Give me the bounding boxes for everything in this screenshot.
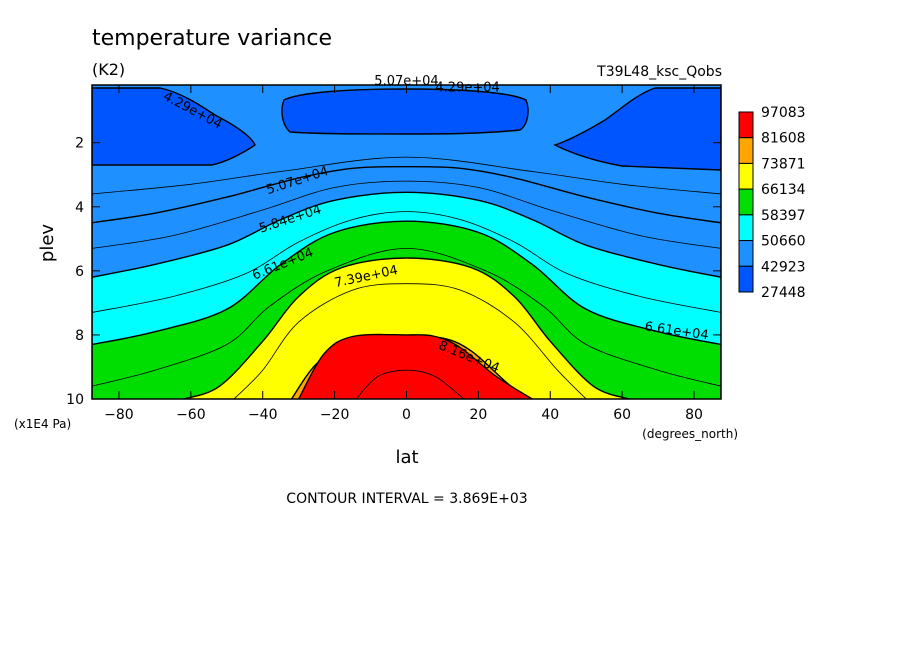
x-tick-label: 80	[685, 407, 703, 423]
y-tick-label: 8	[75, 328, 84, 344]
x-tick-label: 20	[469, 407, 487, 423]
contour-line	[92, 247, 721, 387]
south-polar-minimum	[92, 87, 256, 166]
x-axis-units: (degrees_north)	[642, 427, 738, 441]
x-tick-label: −80	[104, 407, 134, 423]
y-axis-units: (x1E4 Pa)	[14, 417, 71, 431]
contour-label: 4.29e+04	[435, 80, 499, 95]
legend-swatch	[738, 265, 754, 293]
y-tick-label: 4	[75, 200, 84, 216]
contour-line	[355, 369, 465, 399]
legend-level-label: 73871	[761, 156, 806, 172]
legend-level-label: 66134	[761, 182, 806, 198]
band-66134-73871	[182, 257, 631, 399]
y-tick-label: 2	[75, 136, 84, 152]
legend-level-label: 42923	[761, 259, 806, 275]
north-polar-minimum	[553, 87, 721, 171]
contour-line	[92, 180, 721, 249]
contour-bands	[92, 165, 721, 399]
band-81608-97083	[297, 333, 533, 399]
y-axis: 2 4 6 8 10	[66, 136, 721, 408]
run-id: T39L48_ksc_Qobs	[596, 64, 722, 80]
contour-interval-note: CONTOUR INTERVAL = 3.869E+03	[286, 491, 527, 507]
chart-title: temperature variance	[92, 26, 332, 51]
legend-swatch	[738, 188, 754, 216]
y-axis-label: plev	[37, 224, 58, 263]
contour-lines	[92, 156, 721, 399]
legend-level-label: 81608	[761, 131, 806, 147]
color-legend: 97083 81608 73871 66134 58397 50660 42923 27448	[738, 105, 806, 301]
plot-area	[92, 85, 721, 399]
contour-line	[92, 156, 721, 195]
legend-level-label: 97083	[761, 105, 806, 121]
tropical-upper-minimum	[281, 88, 529, 135]
chart-units: (K2)	[92, 60, 125, 79]
x-tick-label: −40	[248, 407, 278, 423]
y-tick-label: 6	[75, 264, 84, 280]
contour-label: 5.07e+04	[374, 74, 438, 89]
x-tick-label: 0	[402, 407, 411, 423]
legend-swatch	[738, 137, 754, 164]
contour-line	[233, 283, 587, 399]
x-tick-label: 60	[613, 407, 631, 423]
x-tick-label: 40	[541, 407, 559, 423]
contour-line	[92, 211, 721, 313]
legend-swatch	[738, 240, 754, 267]
y-tick-label: 10	[66, 392, 84, 408]
x-tick-label: −60	[176, 407, 206, 423]
legend-level-label: 58397	[761, 208, 806, 224]
x-axis-label: lat	[395, 447, 418, 468]
x-axis: −80 −60 −40 −20 0 20 40 60 80	[104, 85, 703, 423]
x-tick-label: −20	[320, 407, 350, 423]
legend-swatch	[738, 111, 754, 139]
legend-swatch	[738, 214, 754, 242]
legend-level-label: 50660	[761, 234, 806, 250]
legend-level-label: 27448	[761, 285, 806, 301]
legend-swatch	[738, 162, 754, 190]
